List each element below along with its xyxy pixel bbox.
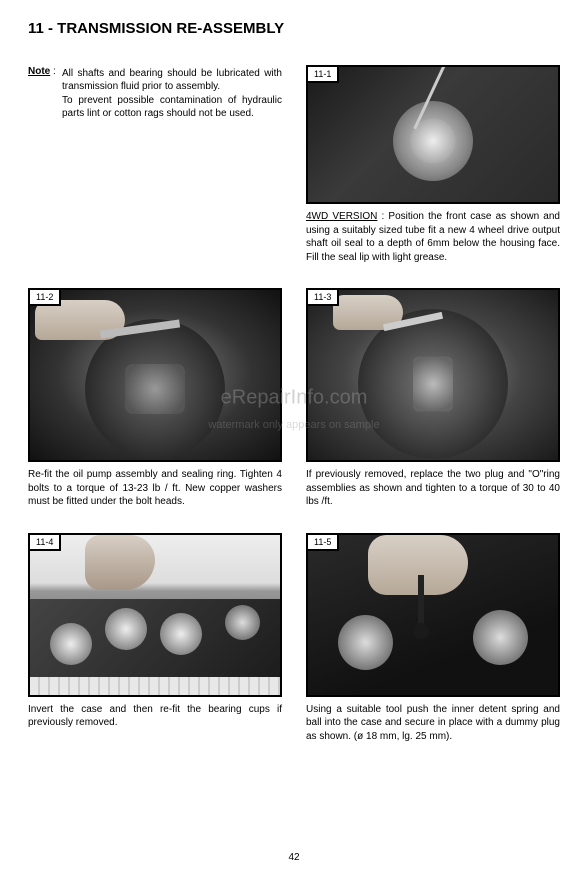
figure-tag: 11-5 bbox=[308, 535, 339, 551]
fig-11-3-col: 11-3 If previously removed, replace the … bbox=[306, 288, 560, 509]
fig-11-5-col: 11-5 Using a suitable tool push the inne… bbox=[306, 533, 560, 744]
page-number: 42 bbox=[0, 852, 588, 863]
page-title: 11 - TRANSMISSION RE-ASSEMBLY bbox=[28, 20, 560, 37]
row-3: 11-4 Invert the case and then re-fit the… bbox=[28, 533, 560, 744]
figure-11-3-caption: If previously removed, replace the two p… bbox=[306, 468, 560, 509]
figure-11-2-caption: Re-fit the oil pump assembly and sealing… bbox=[28, 468, 282, 509]
caption-prefix: 4WD VERSION bbox=[306, 211, 377, 222]
figure-tag: 11-2 bbox=[30, 290, 61, 306]
fig-11-2-col: 11-2 Re-fit the oil pump assembly and se… bbox=[28, 288, 282, 509]
figure-image bbox=[30, 535, 280, 695]
fig-11-4-col: 11-4 Invert the case and then re-fit the… bbox=[28, 533, 282, 744]
row-2: 11-2 Re-fit the oil pump assembly and se… bbox=[28, 288, 560, 509]
figure-image bbox=[30, 290, 280, 460]
figure-tag: 11-3 bbox=[308, 290, 339, 306]
figure-image bbox=[308, 67, 558, 202]
figure-11-4: 11-4 bbox=[28, 533, 282, 697]
fig-11-1-col: 11-1 4WD VERSION : Position the front ca… bbox=[306, 65, 560, 264]
row-1: Note : All shafts and bearing should be … bbox=[28, 65, 560, 264]
figure-11-4-caption: Invert the case and then re-fit the bear… bbox=[28, 703, 282, 730]
figure-11-1-caption: 4WD VERSION : Position the front case as… bbox=[306, 210, 560, 264]
figure-tag: 11-4 bbox=[30, 535, 61, 551]
figure-tag: 11-1 bbox=[308, 67, 339, 83]
note-text: All shafts and bearing should be lubrica… bbox=[28, 67, 282, 121]
figure-11-3: 11-3 bbox=[306, 288, 560, 462]
note-col: Note : All shafts and bearing should be … bbox=[28, 65, 282, 264]
figure-11-2: 11-2 bbox=[28, 288, 282, 462]
figure-image bbox=[308, 535, 558, 695]
figure-11-5-caption: Using a suitable tool push the inner det… bbox=[306, 703, 560, 744]
note-block: Note : All shafts and bearing should be … bbox=[28, 65, 282, 121]
figure-11-1: 11-1 bbox=[306, 65, 560, 204]
figure-11-5: 11-5 bbox=[306, 533, 560, 697]
figure-image bbox=[308, 290, 558, 460]
note-label: Note bbox=[28, 66, 50, 77]
